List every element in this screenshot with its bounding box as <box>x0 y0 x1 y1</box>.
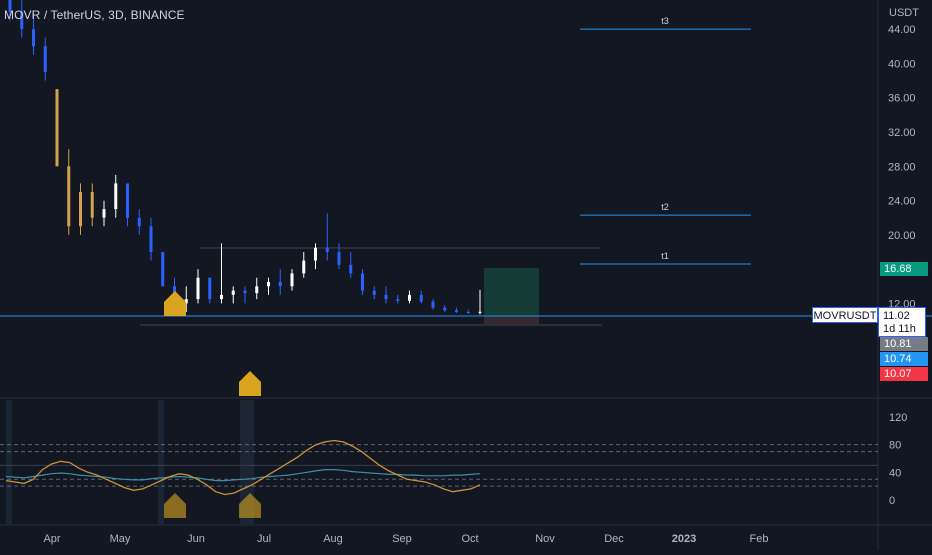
candle-body <box>32 29 35 47</box>
candle-body <box>337 252 341 265</box>
oscillator-axis-tick: 120 <box>889 412 907 424</box>
candle-body <box>384 294 388 300</box>
oscillator-axis-tick: 0 <box>889 495 895 507</box>
candle-body <box>161 252 165 287</box>
target-label-t2: t2 <box>661 202 669 212</box>
price-tag-stop: 10.07 <box>880 367 928 381</box>
time-axis-label: Dec <box>604 533 624 545</box>
price-axis-tick: 32.00 <box>888 127 916 139</box>
time-axis-label: May <box>110 533 131 545</box>
candle-body <box>231 290 235 295</box>
time-axis-label: Aug <box>323 533 343 545</box>
candle-body <box>67 166 71 227</box>
candle-body <box>290 273 294 287</box>
last-price-value: 11.02 <box>883 310 910 322</box>
long-position-profit-zone <box>484 268 539 316</box>
candle-body <box>43 46 47 72</box>
candle-body <box>220 294 223 300</box>
candle-body <box>255 286 259 294</box>
candle-body <box>396 299 400 301</box>
price-axis-tick: 40.00 <box>888 58 916 70</box>
long-position-loss-zone <box>484 316 539 324</box>
candle-body <box>419 294 423 302</box>
price-axis-tick: 20.00 <box>888 230 916 242</box>
price-axis-tick: 28.00 <box>888 161 916 173</box>
time-axis-label: Apr <box>43 533 60 545</box>
candle-body <box>302 260 306 274</box>
candle-body <box>455 310 458 312</box>
oscillator-axis-tick: 80 <box>889 440 901 452</box>
oscillator-highlight-band <box>158 400 164 524</box>
time-axis-label: Jul <box>257 533 271 545</box>
time-axis-label: Nov <box>535 533 555 545</box>
candle-body <box>443 307 447 311</box>
candle-body <box>478 311 482 313</box>
candle-body <box>137 217 141 227</box>
candle-body <box>90 192 94 218</box>
bar-countdown: 1d 11h <box>883 323 916 335</box>
price-tag-take-profit: 16.68 <box>880 262 928 276</box>
symbol-tag: MOVRUSDT <box>812 307 878 323</box>
time-axis-label: 2023 <box>672 533 696 545</box>
oscillator-highlight-band <box>240 400 254 524</box>
price-axis-tick: 44.00 <box>888 24 916 36</box>
price-axis-tick: 24.00 <box>888 196 916 208</box>
candle-body <box>79 192 82 227</box>
candle-body <box>8 0 12 12</box>
candle-body <box>325 247 329 252</box>
oscillator-signal-line <box>5 469 481 482</box>
candle-body <box>184 299 188 304</box>
candle-body <box>126 183 129 218</box>
price-tag-close: 10.81 <box>880 337 928 351</box>
candle-body <box>466 312 470 313</box>
candle-body <box>208 277 212 300</box>
up-arrow-signal-icon <box>239 493 261 518</box>
oscillator-main-line <box>5 439 481 496</box>
target-label-t1: t1 <box>661 251 669 261</box>
candle-body <box>278 282 282 287</box>
candle-body <box>372 290 376 295</box>
target-label-t3: t3 <box>661 16 669 26</box>
up-arrow-signal-icon <box>164 291 186 316</box>
price-axis-unit: USDT <box>889 7 919 19</box>
candle-body <box>243 290 247 294</box>
time-axis-label: Jun <box>187 533 205 545</box>
last-price-label: 11.02 1d 11h <box>878 307 926 337</box>
candle-body <box>408 294 411 301</box>
symbol-header: MOVR / TetherUS, 3D, BINANCE <box>4 8 185 22</box>
time-axis-label: Feb <box>750 533 769 545</box>
candle-body <box>102 209 106 218</box>
up-arrow-signal-icon <box>164 493 186 518</box>
candle-body <box>196 277 200 300</box>
candle-body <box>361 273 364 291</box>
candle-body <box>314 247 317 261</box>
price-tag-line: 10.74 <box>880 352 928 366</box>
price-axis-tick: 36.00 <box>888 93 916 105</box>
time-axis-label: Oct <box>461 533 478 545</box>
oscillator-axis-tick: 40 <box>889 467 901 479</box>
candle-body <box>349 264 353 274</box>
candle-body <box>114 183 118 210</box>
candle-body <box>431 301 435 308</box>
candle-body <box>20 12 24 30</box>
up-arrow-signal-icon <box>239 371 261 396</box>
oscillator-highlight-band <box>6 400 12 524</box>
candle-body <box>55 89 59 167</box>
candle-body <box>267 282 270 287</box>
time-axis-label: Sep <box>392 533 412 545</box>
candle-body <box>149 226 153 252</box>
